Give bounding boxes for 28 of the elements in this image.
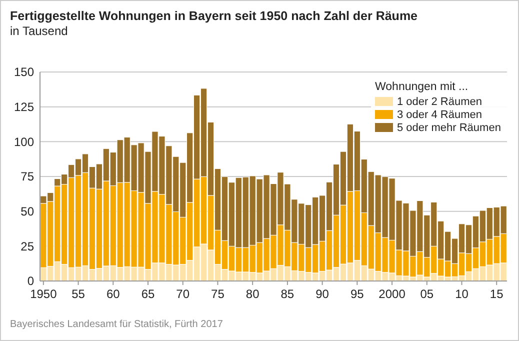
x-tick-label: 15	[490, 287, 504, 301]
x-tick-label: 80	[246, 287, 260, 301]
x-tick-label: 55	[72, 287, 86, 301]
x-tick-label: 75	[211, 287, 225, 301]
x-tick-label: 10	[455, 287, 469, 301]
x-tick-label: 1950	[30, 287, 58, 301]
legend-title: Wohnungen mit ...	[375, 81, 468, 93]
y-tick-label: 100	[14, 134, 34, 149]
y-tick-label: 75	[20, 170, 34, 184]
text: Bayerisches Landesamt für Statistik, Fürth 2017	[10, 319, 224, 330]
y-tick-label: 25	[20, 239, 34, 254]
x-tick-label: 85	[280, 287, 294, 301]
chart-title: Fertiggestellte Wohnungen in Bayern seit 1950 nach Zahl der Räume	[10, 9, 418, 23]
y-tick-label: 125	[14, 100, 34, 114]
x-tick-label: 95	[350, 287, 364, 301]
y-tick-label: 150	[14, 65, 34, 80]
x-tick-label: 65	[141, 287, 155, 301]
legend-label: 1 oder 2 Räumen	[397, 96, 482, 108]
y-tick-label: 50	[20, 204, 34, 219]
x-tick-label: 60	[106, 287, 120, 301]
chart-subtitle: in Tausend	[10, 24, 68, 38]
x-tick-label: 2000	[378, 287, 406, 301]
x-tick-label: 90	[316, 287, 330, 301]
legend-label: 5 oder mehr Räumen	[397, 122, 501, 134]
x-tick-label: 05	[420, 287, 434, 301]
legend-label: 3 oder 4 Räumen	[397, 109, 482, 121]
x-tick-label: 70	[176, 287, 190, 301]
y-tick-label: 0	[27, 274, 34, 288]
